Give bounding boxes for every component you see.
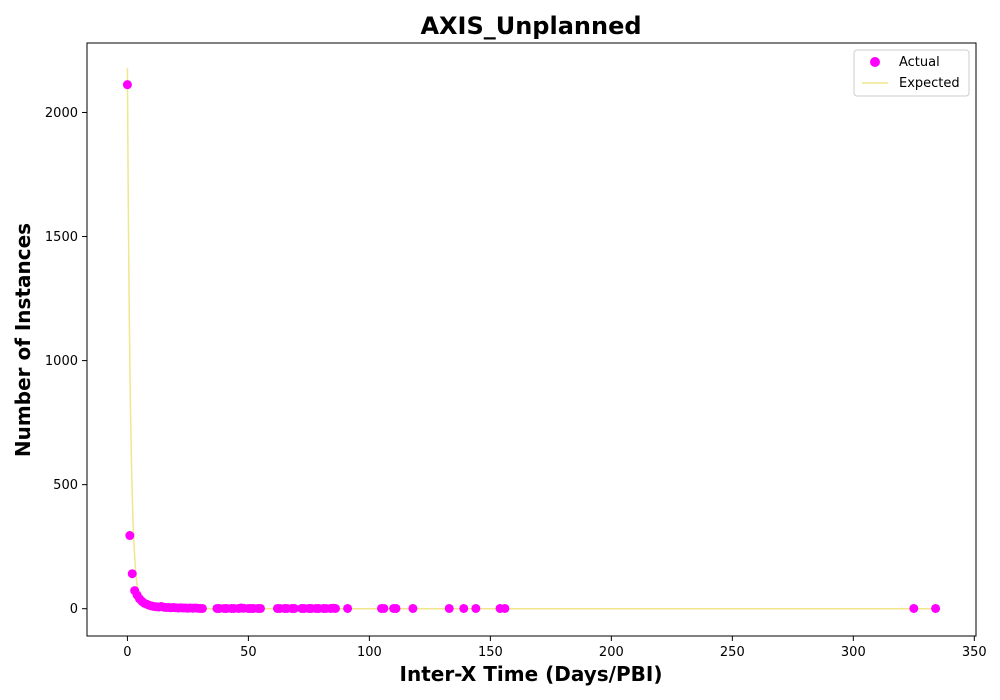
actual-data-point [471, 603, 481, 613]
actual-series-points [122, 80, 941, 613]
legend-expected-label: Expected [899, 76, 960, 91]
actual-data-point [122, 80, 132, 90]
x-tick-label: 50 [240, 645, 257, 660]
y-axis-title: Number of Instances [11, 223, 35, 457]
actual-data-point [408, 603, 418, 613]
x-tick-label: 300 [841, 645, 866, 660]
actual-data-point [125, 531, 135, 541]
actual-data-point [909, 603, 919, 613]
actual-data-point [931, 603, 941, 613]
x-tick-label: 200 [599, 645, 624, 660]
actual-data-point [459, 603, 469, 613]
y-tick-label: 500 [53, 478, 78, 493]
legend-actual-label: Actual [899, 55, 940, 70]
plot-frame [86, 42, 977, 637]
y-tick-label: 1500 [45, 230, 78, 245]
plot-area: 0 50 100 150 200 250 300 350 0 500 1000 1500 2000 [45, 42, 987, 660]
x-tick-label: 150 [478, 645, 503, 660]
actual-data-point [255, 603, 265, 613]
actual-data-point [343, 603, 353, 613]
x-axis-title: Inter-X Time (Days/PBI) [400, 662, 663, 686]
expected-series-line [126, 67, 936, 610]
y-tick-label: 2000 [45, 106, 78, 121]
actual-data-point [331, 603, 340, 613]
legend-actual-marker [870, 57, 880, 67]
actual-data-point [127, 569, 137, 579]
legend-box [853, 49, 970, 97]
actual-data-point [500, 603, 510, 613]
actual-data-point [391, 603, 401, 613]
axis-ticks: 0 50 100 150 200 250 300 350 0 500 1000 1500 2000 [45, 106, 987, 660]
actual-data-point [444, 603, 454, 613]
y-tick-label: 0 [70, 602, 78, 617]
actual-data-point [197, 603, 207, 613]
x-tick-label: 350 [962, 645, 987, 660]
legend: Actual Expected [853, 49, 970, 97]
actual-data-point [379, 603, 389, 613]
actual-data-point [289, 603, 299, 613]
x-tick-label: 100 [357, 645, 382, 660]
x-tick-label: 0 [123, 645, 131, 660]
chart-title: AXIS_Unplanned [420, 12, 641, 40]
x-tick-label: 250 [720, 645, 745, 660]
y-tick-label: 1000 [45, 354, 78, 369]
